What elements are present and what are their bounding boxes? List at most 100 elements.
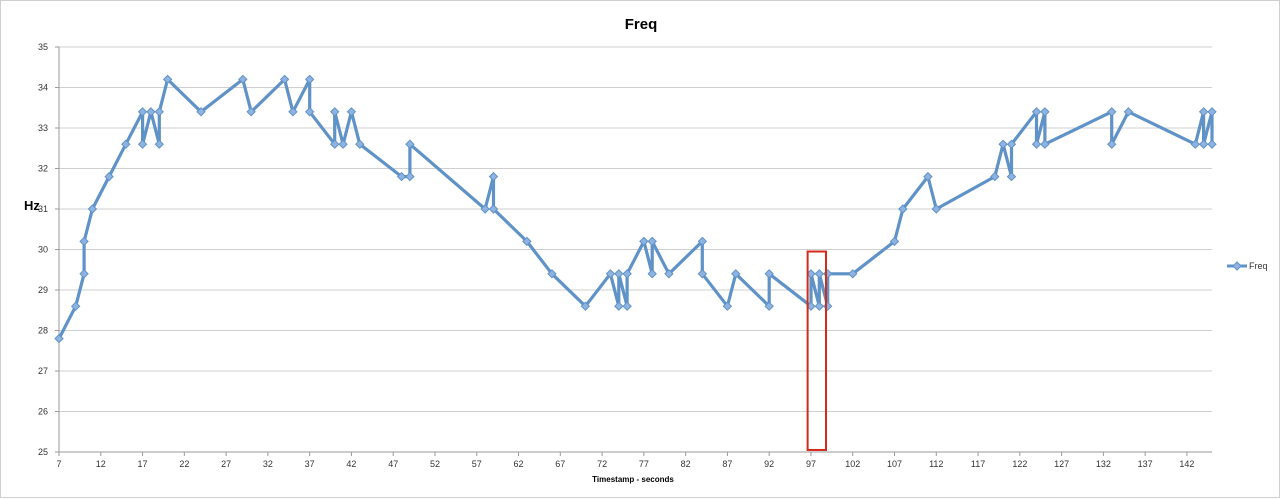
highlight-box (806, 250, 827, 451)
data-point-marker (998, 139, 1008, 149)
data-point-marker (154, 139, 164, 149)
x-tick-label: 67 (555, 459, 565, 469)
data-point-marker (1031, 139, 1042, 149)
data-point-marker (304, 107, 315, 117)
highlight-layer (806, 250, 827, 451)
x-tick-label: 47 (388, 459, 398, 469)
data-point-marker (697, 236, 708, 247)
y-tick-label: 28 (38, 326, 48, 336)
data-point-marker (1207, 107, 1217, 117)
x-tick-label: 77 (639, 459, 649, 469)
data-point-marker (614, 269, 624, 279)
data-point-marker (1198, 139, 1209, 149)
grid-layer (59, 46, 1212, 453)
data-point-marker (614, 301, 624, 311)
x-tick-label: 92 (764, 459, 774, 469)
data-point-marker (1040, 107, 1050, 117)
x-tick-label: 122 (1012, 459, 1027, 469)
legend-label: Freq (1249, 261, 1268, 271)
data-point-marker (121, 139, 131, 149)
data-point-marker (304, 74, 315, 85)
data-point-marker (898, 204, 908, 214)
data-point-marker (1006, 139, 1017, 149)
x-tick-label: 82 (681, 459, 691, 469)
data-point-marker (288, 107, 298, 117)
data-point-marker (814, 301, 825, 311)
data-point-marker (1107, 139, 1117, 149)
x-tick-label: 12 (96, 459, 106, 469)
x-tick-label: 87 (722, 459, 732, 469)
data-point-marker (605, 269, 616, 279)
data-point-marker (1040, 139, 1050, 149)
data-point-marker (330, 107, 340, 117)
data-point-marker (137, 139, 148, 149)
x-tick-label: 57 (472, 459, 482, 469)
data-point-marker (1198, 107, 1209, 117)
data-point-marker (990, 171, 1000, 182)
x-tick-label: 17 (138, 459, 148, 469)
x-tick-label: 137 (1138, 459, 1153, 469)
y-tick-label: 33 (38, 123, 48, 133)
y-tick-label: 29 (38, 285, 48, 295)
y-tick-label: 27 (38, 366, 48, 376)
data-point-marker (547, 269, 557, 279)
x-tick-label: 107 (887, 459, 902, 469)
data-point-marker (822, 269, 833, 279)
data-point-marker (622, 269, 632, 279)
data-point-marker (346, 107, 357, 117)
data-point-marker (639, 236, 649, 247)
x-tick-label: 52 (430, 459, 440, 469)
data-point-marker (1207, 139, 1217, 149)
y-tick-label: 35 (38, 42, 48, 52)
x-tick-label: 32 (263, 459, 273, 469)
x-tick-label: 27 (221, 459, 231, 469)
data-point-marker (1031, 107, 1042, 117)
data-point-marker (697, 269, 708, 279)
data-point-marker (931, 204, 941, 214)
data-point-marker (1006, 171, 1017, 182)
data-point-marker (814, 269, 825, 279)
x-axis-label: Timestamp - seconds (592, 475, 674, 484)
data-point-marker (137, 107, 148, 117)
y-tick-label: 30 (38, 245, 48, 255)
legend-marker-swatch (1232, 261, 1242, 271)
x-tick-label: 102 (845, 459, 860, 469)
x-tick-label: 42 (346, 459, 356, 469)
data-point-marker (522, 236, 532, 247)
data-point-marker (87, 204, 98, 214)
data-point-marker (1190, 139, 1200, 149)
data-point-marker (722, 301, 733, 311)
data-point-marker (338, 139, 348, 149)
x-tick-label: 142 (1179, 459, 1194, 469)
x-tick-label: 7 (56, 459, 61, 469)
data-point-marker (488, 204, 499, 214)
x-tick-label: 72 (597, 459, 607, 469)
data-point-marker (764, 301, 774, 311)
data-point-marker (162, 74, 173, 85)
y-tick-label: 34 (38, 83, 48, 93)
data-point-marker (731, 269, 741, 279)
x-tick-label: 22 (179, 459, 189, 469)
data-point-marker (1123, 107, 1134, 117)
series-line-freq (57, 77, 1214, 341)
x-tick-label: 37 (305, 459, 315, 469)
data-point-marker (822, 301, 833, 311)
data-point-marker (71, 301, 81, 311)
y-tick-label: 31 (38, 204, 48, 214)
data-point-marker (79, 269, 89, 279)
data-point-marker (196, 107, 206, 117)
data-point-marker (54, 333, 64, 344)
series-layer (54, 74, 1217, 344)
x-tick-label: 127 (1054, 459, 1069, 469)
data-point-marker (889, 236, 900, 247)
x-tick-label: 112 (929, 459, 943, 469)
data-point-marker (355, 139, 365, 149)
y-axis-label: Hz (24, 198, 40, 213)
data-point-marker (622, 301, 632, 311)
data-point-marker (923, 171, 933, 182)
data-point-marker (405, 139, 415, 149)
data-point-marker (79, 236, 89, 247)
data-point-marker (488, 171, 499, 182)
